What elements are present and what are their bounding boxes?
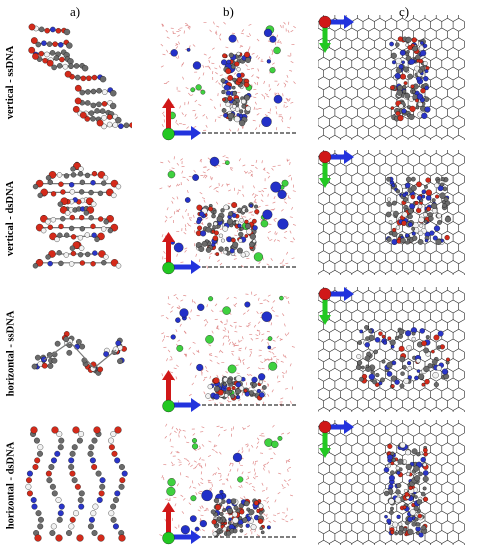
row-label-horizontal-dsdna: horizontal - dsDNA xyxy=(5,441,17,529)
ions xyxy=(170,295,284,397)
panel-b-horizontal-dsdna xyxy=(159,423,296,545)
ions xyxy=(167,156,289,262)
ssdna-horizontal-molecule xyxy=(31,331,127,376)
axis-triad xyxy=(318,150,354,188)
dsdna-molecule xyxy=(32,161,122,269)
dna-top-view xyxy=(385,176,452,245)
panel-c-horizontal-dsdna xyxy=(318,420,465,545)
dna-in-water xyxy=(210,498,265,537)
axis-triad xyxy=(162,370,201,413)
axis-triad xyxy=(318,15,354,53)
ssdna-molecule xyxy=(28,23,132,130)
dna-top-view xyxy=(356,325,450,389)
row-label-vertical-ssdna: vertical - ssDNA xyxy=(5,45,17,119)
column-header-c: c) xyxy=(399,4,410,19)
axis-triad xyxy=(162,232,201,275)
axis-triad xyxy=(162,98,201,141)
column-header-a: a) xyxy=(70,4,81,19)
panel-a-horizontal-ssdna xyxy=(31,331,127,376)
graphene-sheet xyxy=(318,15,465,140)
axis-triad xyxy=(318,420,354,458)
dsdna-horizontal-molecule xyxy=(25,426,128,542)
row-label-horizontal-ssdna: horizontal - ssDNA xyxy=(5,310,17,396)
graphene-sheet xyxy=(318,150,465,275)
dna-in-water xyxy=(195,202,260,258)
panel-b-vertical-ssdna xyxy=(160,21,296,141)
panel-c-vertical-ssdna xyxy=(318,15,465,140)
panel-a-horizontal-dsdna xyxy=(25,426,128,542)
ions xyxy=(166,435,283,535)
panel-c-horizontal-ssdna xyxy=(318,287,465,412)
panel-b-vertical-dsdna xyxy=(159,155,297,275)
dna-top-view xyxy=(389,36,431,122)
dna-in-water xyxy=(220,51,252,127)
panel-b-horizontal-ssdna xyxy=(160,291,296,413)
graphene-sheet xyxy=(318,287,465,412)
dna-top-view xyxy=(383,442,429,538)
axis-triad xyxy=(162,502,201,545)
dna-in-water xyxy=(205,375,267,401)
panel-a-vertical-ssdna xyxy=(28,23,132,130)
panel-c-vertical-dsdna xyxy=(318,150,465,275)
water-box xyxy=(159,423,294,539)
row-label-vertical-dsdna: vertical - dsDNA xyxy=(5,180,17,256)
panel-a-vertical-dsdna xyxy=(32,161,122,269)
axis-triad xyxy=(318,287,354,325)
column-header-b: b) xyxy=(223,4,234,19)
